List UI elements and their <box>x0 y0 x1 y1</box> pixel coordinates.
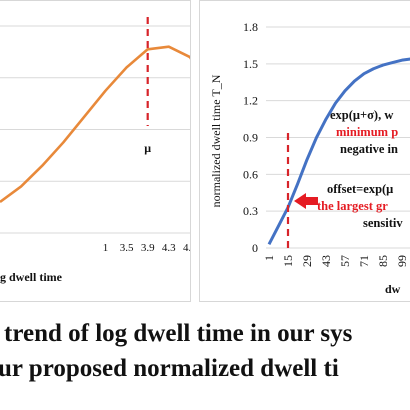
x-tick-label: 1 <box>103 242 109 254</box>
x-tick-label: 29 <box>300 255 314 267</box>
x-tick-label: 15 <box>281 255 295 267</box>
y-tick-label: 0.6 <box>243 167 258 181</box>
x-tick-label: 99 <box>395 255 409 267</box>
arrow-icon <box>294 193 318 209</box>
annotation-text: exp(μ+σ), w <box>330 108 393 122</box>
annotation-text: the largest gr <box>317 199 388 213</box>
annotation-text: offset=exp(μ <box>327 182 393 196</box>
y-tick-label: 0 <box>252 241 258 255</box>
annotation-text: minimum p <box>336 125 398 139</box>
y-tick-label: 1.5 <box>243 57 258 71</box>
y-axis-label: normalized dwell time T_N <box>209 74 223 207</box>
x-tick-label: 4.7 <box>183 242 190 254</box>
y-tick-label: 0.9 <box>243 131 258 145</box>
x-tick-label: 57 <box>338 255 352 267</box>
y-tick-label: 0.3 <box>243 204 258 218</box>
x-tick-label: 3.5 <box>120 242 134 254</box>
x-tick-label: 85 <box>376 255 390 267</box>
x-tick-label: 1 <box>262 255 276 261</box>
log-dwell-time-chart: μμ+σ13.53.94.34.75.15.55.96.3g dwell tim… <box>0 17 190 284</box>
chart-panel-left: μμ+σ13.53.94.34.75.15.55.96.3g dwell tim… <box>0 0 191 302</box>
figure-caption-line-1: trend of log dwell time in our sys <box>4 320 353 347</box>
series-line <box>0 45 190 203</box>
normalized-dwell-time-chart: 00.30.60.91.21.51.8115294357718599113nor… <box>209 20 410 296</box>
chart-panel-right: 00.30.60.91.21.51.8115294357718599113nor… <box>199 0 410 302</box>
y-tick-label: 1.2 <box>243 94 258 108</box>
annotation-text: sensitiv <box>363 216 403 230</box>
x-axis-label: g dwell time <box>0 270 63 284</box>
x-tick-label: 71 <box>357 255 371 267</box>
x-tick-label: 43 <box>319 255 333 267</box>
x-axis-label: dw <box>385 282 401 296</box>
marker-label: μ <box>144 141 151 155</box>
x-tick-label: 3.9 <box>141 242 155 254</box>
series-line <box>267 57 410 246</box>
figure-caption-line-2: ur proposed normalized dwell ti <box>0 355 339 382</box>
x-tick-label: 4.3 <box>162 242 176 254</box>
y-tick-label: 1.8 <box>243 20 258 34</box>
annotation-text: negative in <box>340 142 398 156</box>
